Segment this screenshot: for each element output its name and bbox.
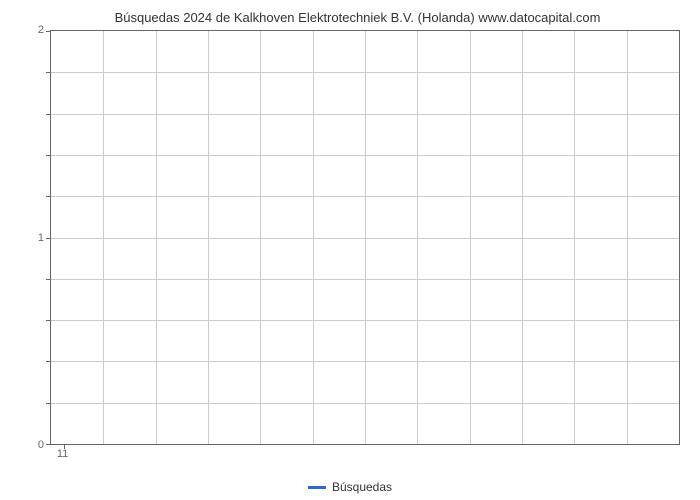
gridline-v: [574, 31, 575, 444]
gridline-v: [313, 31, 314, 444]
gridline-v: [208, 31, 209, 444]
y-tick-mark: [46, 238, 51, 239]
gridline-v: [260, 31, 261, 444]
plot-area: [50, 30, 680, 445]
gridline-v: [417, 31, 418, 444]
chart-title: Búsquedas 2024 de Kalkhoven Elektrotechn…: [35, 10, 680, 25]
plot-region: 2 1 0 11: [50, 30, 680, 445]
y-tick-mark: [46, 114, 51, 115]
x-tick-label: 11: [57, 448, 68, 460]
y-tick-label: 1: [38, 232, 44, 244]
legend-label: Búsquedas: [332, 480, 392, 494]
gridline-v: [470, 31, 471, 444]
y-tick-mark: [46, 444, 51, 445]
y-tick-mark: [46, 155, 51, 156]
y-tick-label: 0: [38, 439, 44, 451]
y-tick-mark: [46, 31, 51, 32]
y-tick-mark: [46, 361, 51, 362]
y-tick-mark: [46, 403, 51, 404]
gridline-v: [522, 31, 523, 444]
y-tick-label: 2: [38, 24, 44, 36]
y-tick-mark: [46, 72, 51, 73]
chart-container: Búsquedas 2024 de Kalkhoven Elektrotechn…: [0, 0, 700, 500]
gridline-v: [627, 31, 628, 444]
y-tick-mark: [46, 320, 51, 321]
legend: Búsquedas: [308, 480, 392, 494]
y-tick-mark: [46, 279, 51, 280]
gridline-v: [103, 31, 104, 444]
legend-swatch: [308, 486, 326, 489]
y-tick-mark: [46, 196, 51, 197]
gridline-v: [156, 31, 157, 444]
gridline-v: [365, 31, 366, 444]
